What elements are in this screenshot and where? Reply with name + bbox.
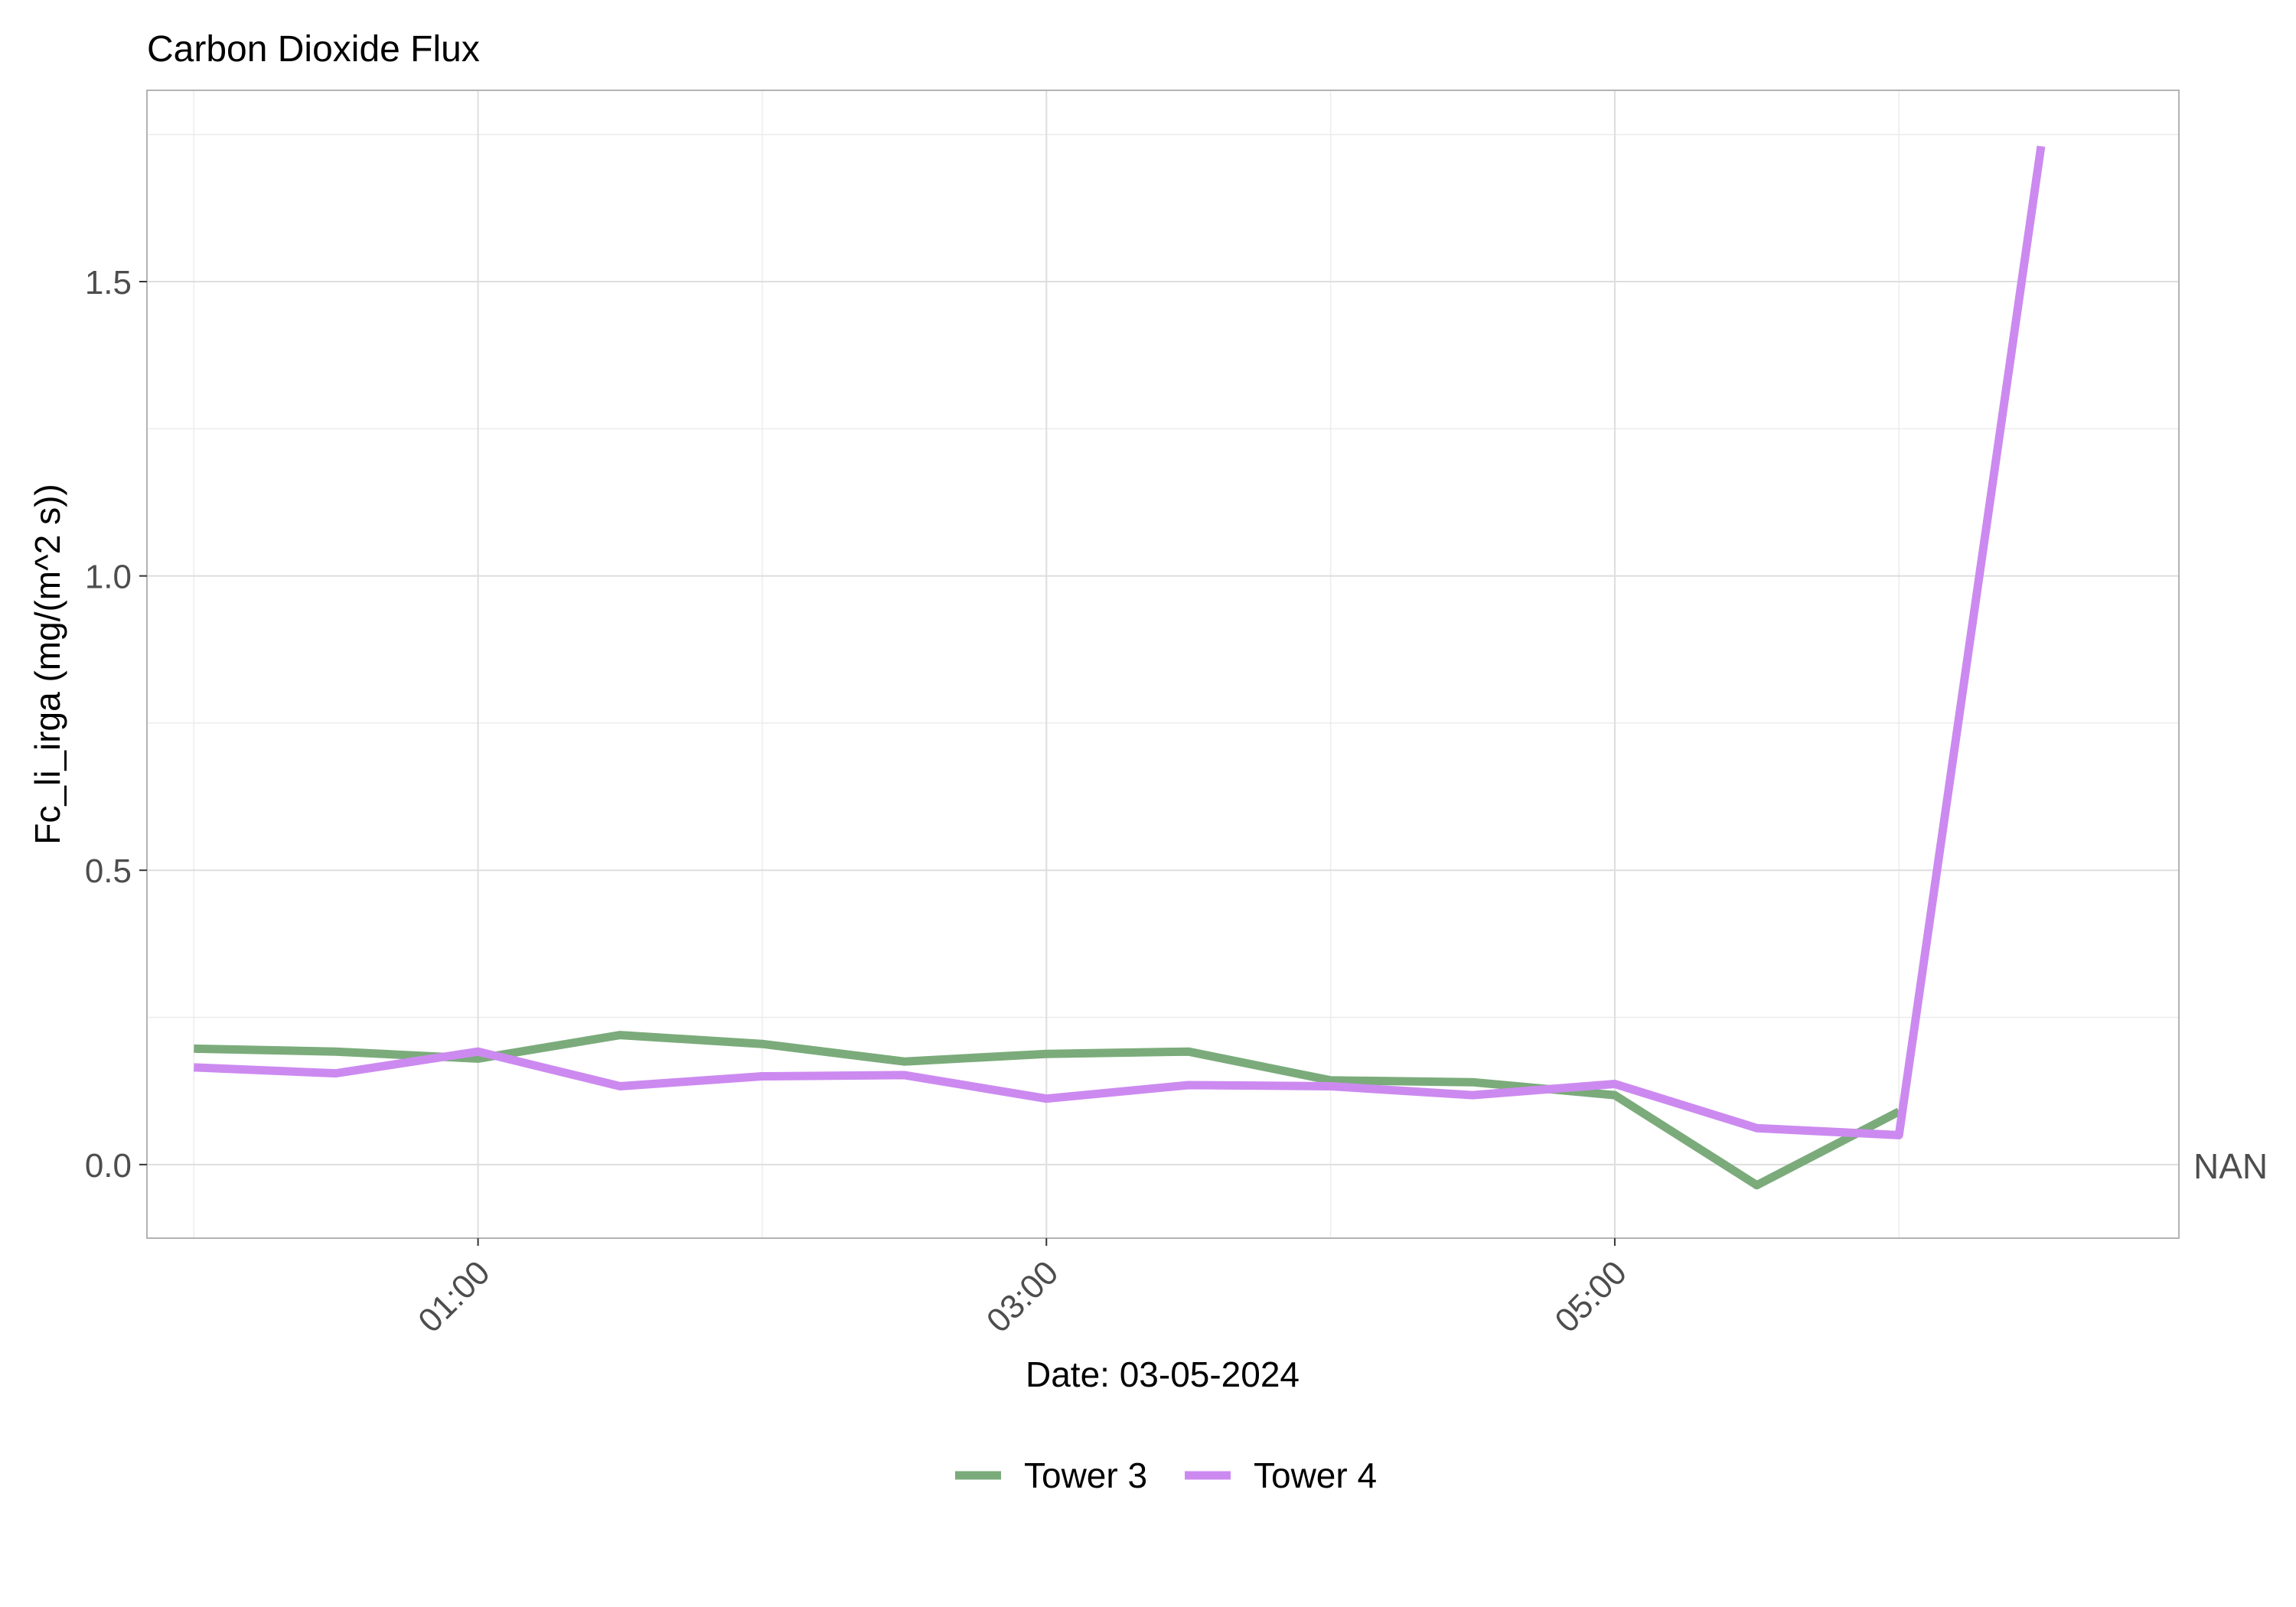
- y-axis: 0.0 0.5 1.0 1.5: [85, 264, 147, 1185]
- y-tick-label: 1.0: [85, 559, 132, 596]
- y-tick-label: 1.5: [85, 264, 132, 302]
- series-line-tower-4: [194, 145, 2046, 1139]
- legend-label-tower-4: Tower 4: [1254, 1455, 1377, 1495]
- major-gridlines: [147, 90, 2179, 1238]
- legend-label-tower-3: Tower 3: [1024, 1455, 1147, 1495]
- series-line-tower-3: [194, 1031, 1901, 1190]
- series-lines: [194, 145, 2046, 1190]
- secondary-axis-label: NAN: [2193, 1146, 2268, 1186]
- plot-panel-border: [146, 90, 2180, 1239]
- legend: Tower 3 Tower 4: [955, 1455, 1377, 1495]
- chart-title: Carbon Dioxide Flux: [147, 29, 480, 70]
- x-axis-title: Date: 03-05-2024: [1026, 1354, 1300, 1394]
- y-tick-label: 0.5: [85, 852, 132, 890]
- y-tick-label: 0.0: [85, 1147, 132, 1185]
- y-axis-title: Fc_li_irga (mg/(m^2 s)): [28, 484, 67, 844]
